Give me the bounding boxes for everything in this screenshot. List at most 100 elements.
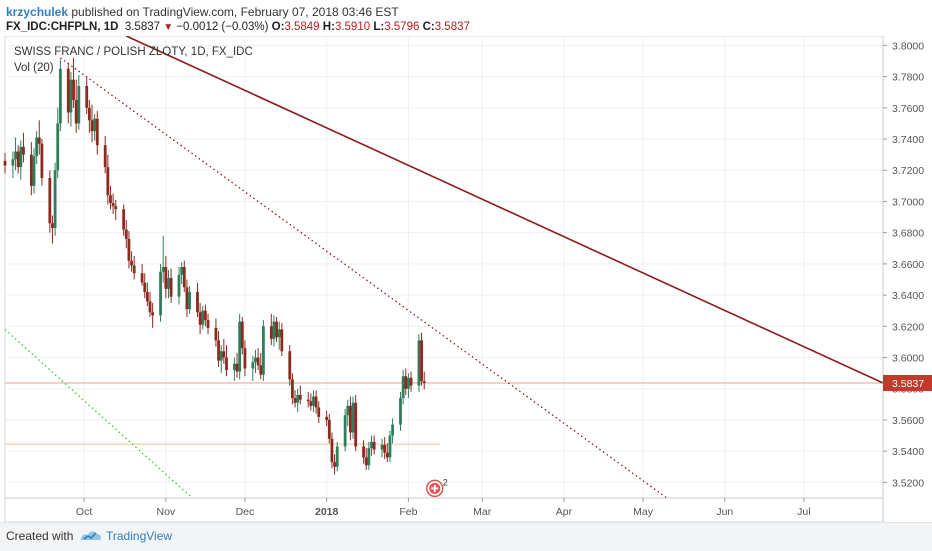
candle[interactable]: [256, 348, 260, 371]
candle[interactable]: [32, 148, 36, 194]
candle[interactable]: [391, 418, 394, 444]
candle[interactable]: [53, 162, 57, 236]
candle[interactable]: [296, 388, 300, 413]
candle[interactable]: [122, 204, 126, 236]
tradingview-brand[interactable]: TradingView: [106, 529, 173, 543]
candle[interactable]: [275, 316, 278, 342]
candle[interactable]: [214, 318, 218, 347]
candle[interactable]: [206, 313, 210, 335]
candle[interactable]: [182, 260, 186, 292]
candle[interactable]: [290, 373, 294, 405]
candle[interactable]: [325, 410, 329, 427]
candle[interactable]: [93, 114, 97, 141]
candle[interactable]: [203, 304, 207, 327]
candle[interactable]: [293, 390, 297, 408]
candle[interactable]: [161, 235, 165, 283]
candle[interactable]: [159, 263, 162, 322]
candle[interactable]: [11, 151, 15, 179]
candle[interactable]: [90, 104, 94, 143]
candle[interactable]: [201, 306, 205, 330]
candle[interactable]: [348, 396, 352, 441]
candle[interactable]: [330, 432, 334, 469]
candle[interactable]: [407, 373, 410, 399]
candle[interactable]: [269, 313, 273, 346]
candle[interactable]: [312, 390, 315, 413]
candle[interactable]: [346, 399, 350, 427]
candle[interactable]: [29, 142, 33, 196]
candle[interactable]: [35, 131, 39, 164]
candle[interactable]: [261, 320, 265, 381]
candle[interactable]: [66, 62, 70, 124]
candle[interactable]: [185, 279, 189, 317]
candle[interactable]: [306, 391, 310, 408]
candle[interactable]: [362, 440, 365, 464]
candle[interactable]: [327, 413, 331, 444]
candle[interactable]: [196, 282, 199, 317]
candle[interactable]: [14, 137, 17, 171]
candle[interactable]: [40, 139, 44, 186]
candle[interactable]: [130, 251, 133, 272]
candle[interactable]: [140, 263, 144, 286]
candle[interactable]: [85, 76, 89, 115]
trendline-dotted[interactable]: [4, 328, 193, 499]
candle[interactable]: [240, 316, 244, 355]
candle[interactable]: [401, 370, 405, 405]
candle[interactable]: [72, 57, 75, 108]
candle[interactable]: [48, 170, 52, 233]
candle[interactable]: [198, 302, 202, 335]
event-marker[interactable]: 2: [426, 477, 448, 498]
candle[interactable]: [317, 401, 321, 424]
candle[interactable]: [114, 199, 118, 221]
candle[interactable]: [232, 357, 236, 381]
candle[interactable]: [422, 371, 426, 390]
candle[interactable]: [143, 273, 147, 299]
candle[interactable]: [148, 291, 152, 317]
candle[interactable]: [367, 441, 371, 470]
candle[interactable]: [370, 435, 373, 456]
candle[interactable]: [272, 315, 276, 347]
candle[interactable]: [111, 193, 115, 214]
candle[interactable]: [103, 135, 107, 174]
time-axis[interactable]: Oct Nov Dec 2018 Feb Mar Apr May Jun Jul: [5, 497, 883, 518]
candle[interactable]: [298, 385, 302, 405]
candle[interactable]: [164, 256, 168, 299]
candle[interactable]: [16, 145, 20, 174]
trendline-dotted[interactable]: [59, 57, 668, 499]
candle[interactable]: [145, 282, 149, 307]
candle[interactable]: [235, 352, 239, 378]
candle[interactable]: [277, 321, 281, 350]
candle[interactable]: [354, 394, 358, 452]
candle[interactable]: [87, 99, 91, 133]
candle[interactable]: [417, 334, 421, 392]
candle[interactable]: [243, 340, 247, 377]
candle[interactable]: [217, 330, 220, 367]
candle[interactable]: [58, 59, 62, 132]
candle[interactable]: [22, 132, 25, 163]
candle[interactable]: [380, 438, 384, 458]
candle[interactable]: [259, 352, 263, 380]
candle[interactable]: [177, 267, 181, 305]
candle[interactable]: [151, 302, 155, 328]
candle[interactable]: [254, 349, 257, 374]
candle[interactable]: [333, 454, 336, 475]
candle[interactable]: [77, 75, 81, 130]
candle[interactable]: [364, 448, 368, 470]
candle[interactable]: [95, 110, 99, 155]
candle[interactable]: [132, 256, 136, 280]
candle[interactable]: [219, 345, 223, 374]
candle[interactable]: [19, 140, 23, 180]
candle[interactable]: [385, 443, 389, 463]
author-link[interactable]: krzychulek: [6, 5, 69, 19]
candle[interactable]: [3, 153, 7, 174]
candle[interactable]: [343, 409, 347, 452]
tradingview-logo-icon[interactable]: [80, 528, 102, 544]
candle[interactable]: [167, 270, 170, 299]
candle[interactable]: [388, 430, 392, 463]
candle[interactable]: [409, 371, 413, 392]
candle[interactable]: [420, 332, 423, 386]
candle[interactable]: [280, 323, 284, 356]
candle[interactable]: [106, 154, 110, 205]
candle[interactable]: [314, 390, 318, 414]
candle[interactable]: [404, 368, 408, 395]
candle[interactable]: [225, 345, 228, 377]
